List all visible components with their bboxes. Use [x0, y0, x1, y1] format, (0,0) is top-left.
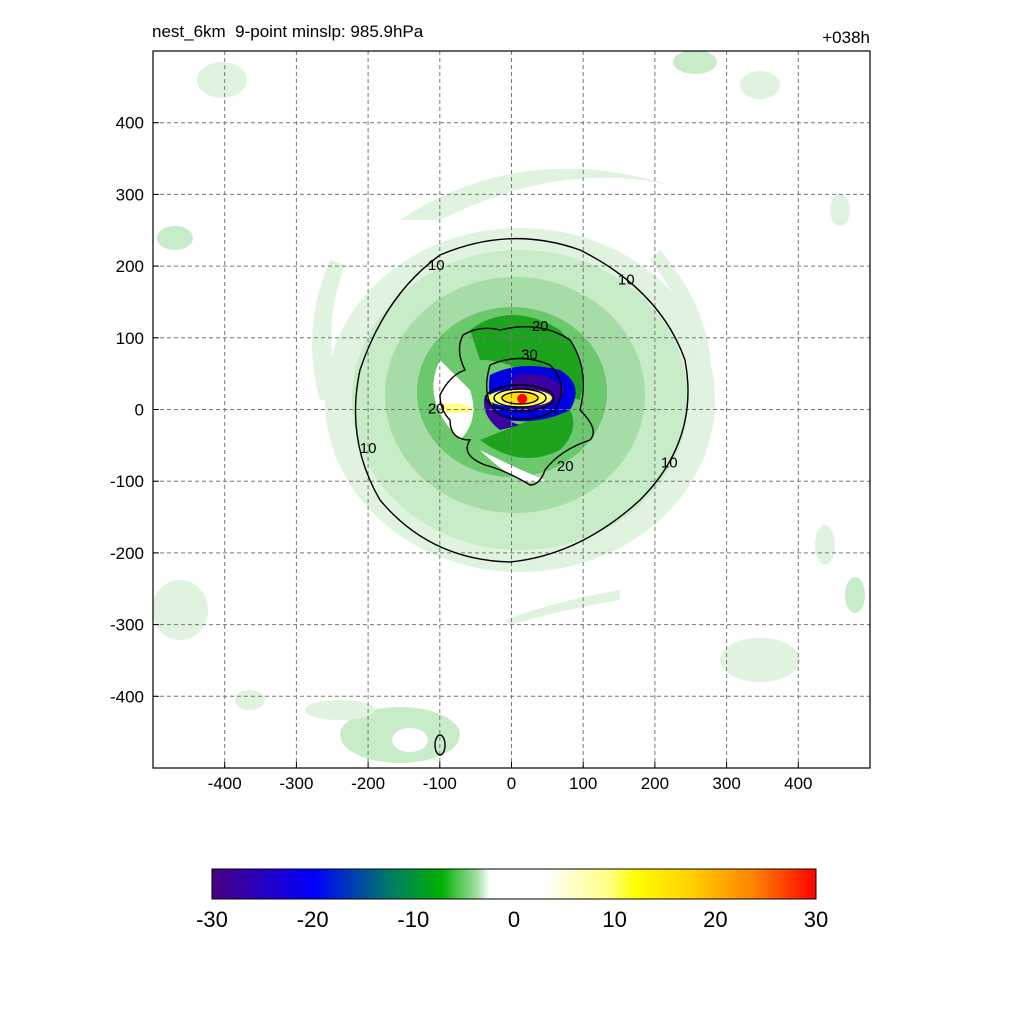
contour-label: 20: [532, 318, 549, 335]
storm-center-marker: [517, 393, 528, 404]
colorbar-tick-label: -30: [196, 907, 228, 932]
y-tick-label: 0: [135, 401, 144, 420]
x-tick-label: 300: [712, 774, 740, 793]
y-tick-label: -200: [110, 544, 144, 563]
colorbar-ticks: -30 -20 -10 0 10 20 30: [196, 907, 828, 932]
x-tick-label: -200: [351, 774, 385, 793]
y-tick-label: 300: [116, 185, 144, 204]
contour-20: [439, 325, 594, 486]
y-tick-label: 400: [116, 114, 144, 133]
colorbar-tick-label: 30: [804, 907, 828, 932]
contour-label: 30: [521, 347, 538, 364]
x-axis-ticks: -400 -300 -200 -100 0 100 200 300 400: [208, 762, 812, 793]
colorbar-tick-label: 20: [703, 907, 727, 932]
wind-contours: [354, 237, 689, 756]
colorbar-tick-label: 10: [602, 907, 626, 932]
contour-10: [354, 237, 689, 563]
y-tick-label: -100: [110, 472, 144, 491]
colorbar-gradient: [211, 868, 817, 900]
y-tick-label: 200: [116, 257, 144, 276]
x-tick-label: -100: [423, 774, 457, 793]
contour-label: 10: [428, 257, 445, 274]
colorbar-tick-label: 0: [508, 907, 520, 932]
contour-label: 20: [557, 458, 574, 475]
x-tick-label: 100: [569, 774, 597, 793]
x-tick-label: -300: [279, 774, 313, 793]
contour-label: 20: [428, 401, 445, 418]
contour-labels: 10 10 10 10 20 20 20 30: [360, 257, 678, 475]
x-tick-label: 400: [784, 774, 812, 793]
y-axis-ticks: 400 300 200 100 0 -100 -200 -300 -400: [110, 114, 159, 706]
contour-label: 10: [661, 454, 678, 471]
chart-title: nest_6km 9-point minslp: 985.9hPa: [152, 22, 424, 41]
grid-lines: [153, 51, 870, 768]
storm-center-dot: [517, 393, 528, 404]
x-tick-label: 200: [641, 774, 669, 793]
y-tick-label: -300: [110, 616, 144, 635]
y-tick-label: -400: [110, 687, 144, 706]
contour-label: 10: [618, 271, 635, 288]
forecast-hour-label: +038h: [822, 28, 870, 47]
x-tick-label: -400: [208, 774, 242, 793]
y-tick-label: 100: [116, 329, 144, 348]
colorbar-tick-label: -10: [397, 907, 429, 932]
colorbar: -30 -20 -10 0 10 20 30: [196, 868, 828, 932]
x-tick-label: 0: [507, 774, 516, 793]
contour-label: 10: [360, 440, 377, 457]
colorbar-tick-label: -20: [297, 907, 329, 932]
